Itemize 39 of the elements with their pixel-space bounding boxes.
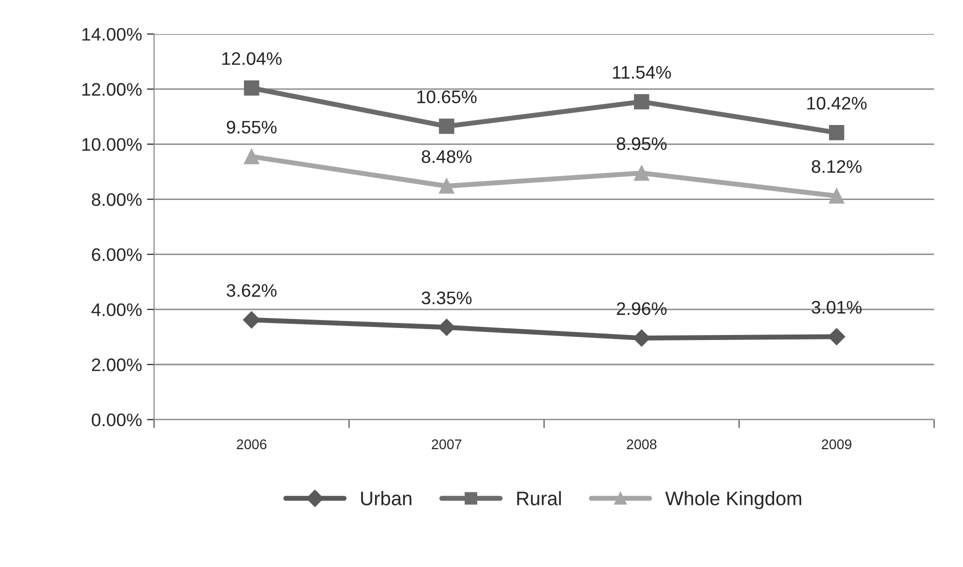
point [244, 80, 260, 96]
point [438, 318, 456, 336]
legend-label: Rural [517, 491, 561, 506]
y-tick-label: 0.00% [92, 414, 142, 426]
data-label: 9.55% [226, 120, 277, 134]
legend-label: Urban [361, 491, 412, 506]
y-tick-label: 12.00% [82, 83, 142, 96]
data-label: 3.35% [422, 292, 472, 304]
data-label: 8.95% [616, 137, 667, 150]
point [828, 124, 844, 140]
x-tick-label: 2009 [822, 439, 852, 450]
data-label: 3.01% [812, 300, 862, 314]
x-tick-label: 2007 [432, 439, 462, 450]
x-tick-label: 2008 [626, 439, 656, 450]
y-tick-label: 4.00% [91, 303, 142, 316]
x-tick-label: 2006 [236, 439, 266, 450]
data-label: 8.12% [812, 160, 862, 173]
data-label: 11.54% [613, 66, 671, 79]
point [438, 118, 454, 134]
y-tick-label: 2.00% [92, 358, 142, 372]
y-tick-label: 8.00% [92, 193, 142, 206]
y-tick-label: 10.00% [82, 138, 142, 151]
point [828, 328, 846, 346]
point [634, 94, 650, 110]
y-tick-label: 6.00% [92, 248, 142, 262]
data-label: 3.62% [226, 284, 277, 297]
y-tick-label: 14.00% [82, 28, 142, 41]
point [244, 148, 260, 164]
point [828, 188, 844, 204]
point [633, 330, 650, 347]
data-label: 8.48% [422, 150, 472, 164]
data-label: 12.04% [222, 52, 282, 65]
data-label: 10.65% [417, 90, 477, 104]
data-label: 10.42% [807, 96, 867, 110]
point [243, 311, 260, 328]
legend-label: Whole Kingdom [665, 491, 802, 510]
point [438, 178, 454, 194]
data-label: 2.96% [616, 302, 667, 316]
point [634, 165, 650, 181]
